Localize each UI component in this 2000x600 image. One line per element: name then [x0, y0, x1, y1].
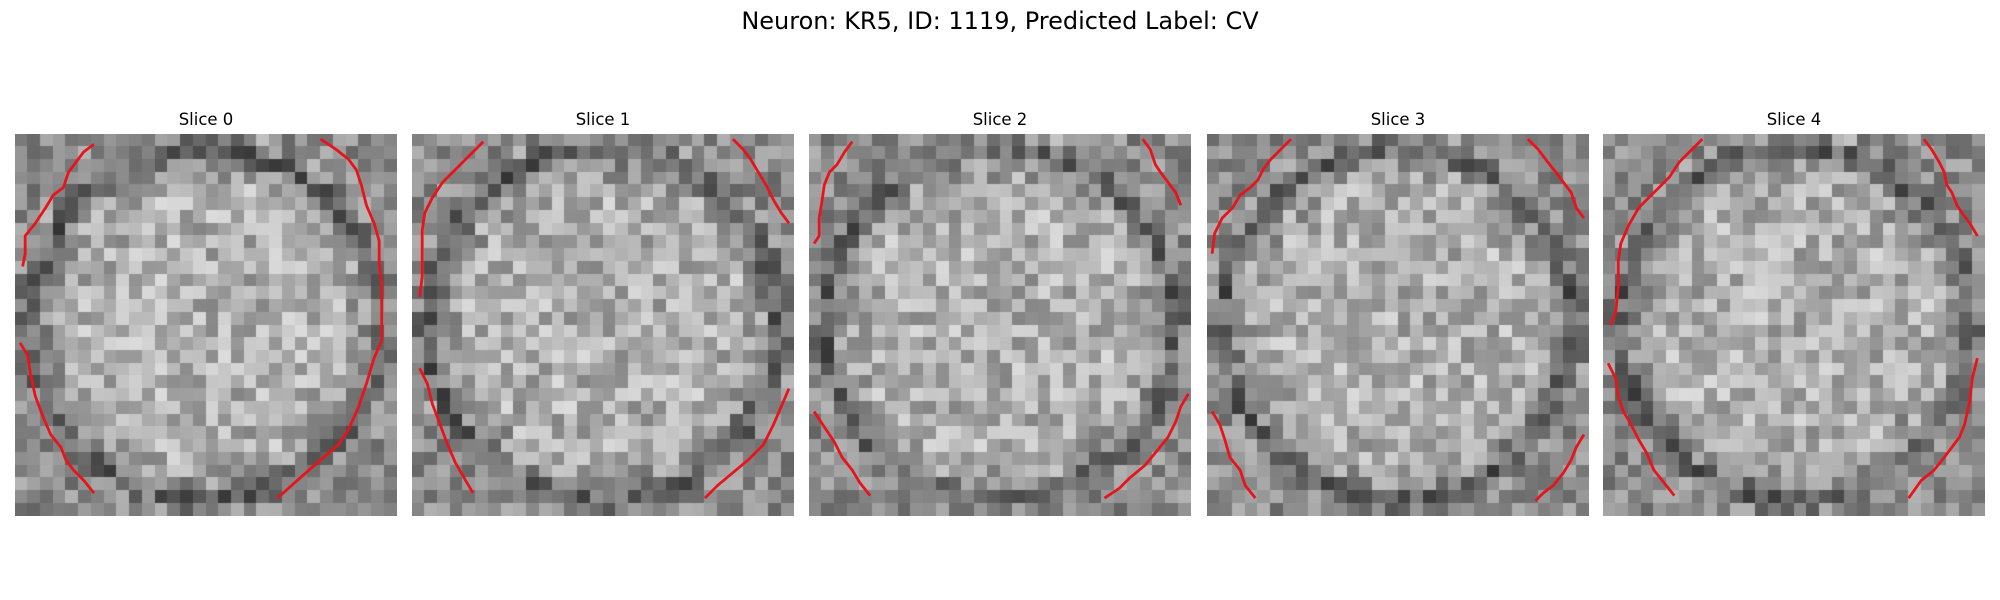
contour-line: [1608, 363, 1674, 495]
contour-line: [1909, 358, 1978, 498]
contour-line: [23, 144, 94, 266]
contour-line: [1611, 139, 1703, 325]
contour-line: [20, 343, 94, 493]
contour-line: [814, 142, 852, 244]
slice-panel-2: Slice 2: [809, 108, 1191, 134]
contour-line: [1536, 435, 1584, 501]
contour-overlay: [1207, 134, 1589, 516]
contour-line: [1143, 139, 1181, 205]
contour-line: [733, 139, 789, 223]
contour-line: [1528, 139, 1584, 218]
slice-title: Slice 1: [412, 108, 794, 134]
slice-title: Slice 3: [1207, 108, 1589, 134]
slice-panel-3: Slice 3: [1207, 108, 1589, 134]
contour-overlay: [809, 134, 1191, 516]
contour-line: [420, 142, 484, 297]
contour-line: [420, 368, 473, 493]
contour-line: [1212, 139, 1291, 254]
slice-panel-0: Slice 0: [15, 108, 397, 134]
contour-line: [705, 389, 789, 499]
contour-line: [1212, 412, 1255, 499]
slice-panel-4: Slice 4: [1603, 108, 1985, 134]
slice-panel-1: Slice 1: [412, 108, 794, 134]
contour-line: [1104, 394, 1188, 498]
contour-overlay: [1603, 134, 1985, 516]
contour-line: [1924, 139, 1977, 236]
slice-title: Slice 0: [15, 108, 397, 134]
contour-line: [814, 412, 870, 496]
contour-overlay: [15, 134, 397, 516]
slice-title: Slice 2: [809, 108, 1191, 134]
contour-line: [277, 139, 381, 498]
slice-title: Slice 4: [1603, 108, 1985, 134]
figure-title: Neuron: KR5, ID: 1119, Predicted Label: …: [0, 7, 2000, 35]
contour-overlay: [412, 134, 794, 516]
